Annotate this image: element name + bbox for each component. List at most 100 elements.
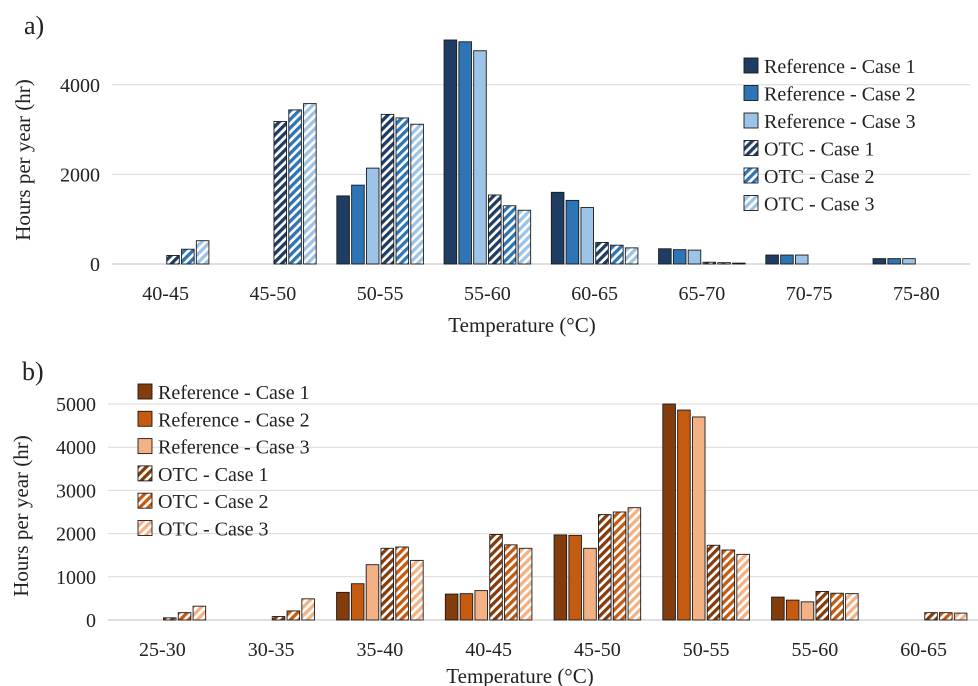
panel-b-bar: [691, 416, 706, 621]
panel-b-x-tick-label: 50-55: [683, 639, 730, 661]
panel-b-bar: [583, 547, 597, 621]
panel-a-bar: [624, 247, 639, 265]
panel-a-bar: [365, 167, 380, 265]
panel-b-legend-label: OTC - Case 3: [158, 519, 269, 541]
panel-b-legend-swatch: [137, 438, 153, 455]
panel-b-bar: [518, 547, 533, 621]
panel-b-bar: [662, 403, 676, 621]
panel-b-x-tick-label: 25-30: [139, 639, 186, 661]
panel-b-legend-swatch: [137, 492, 153, 509]
panel-b-bar: [459, 593, 474, 621]
panel-b-bar: [706, 544, 721, 621]
panel-b-bar: [612, 511, 627, 621]
panel-b-legend-swatch: [137, 410, 153, 427]
panel-a-bar: [517, 209, 532, 265]
panel-b-bar: [953, 612, 968, 621]
panel-a-bar: [595, 242, 609, 265]
panel-b-y-tick-label: 5000: [56, 394, 96, 416]
panel-a-bar: [780, 254, 794, 265]
panel-b-bar: [380, 547, 395, 621]
chart-panel-a: a) Hours per year (hr) Temperature (°C) …: [11, 11, 970, 337]
panel-a-bar: [687, 249, 702, 265]
panel-b-bar: [598, 514, 612, 621]
panel-b-bar: [785, 599, 800, 621]
panel-a-bar: [565, 199, 580, 265]
panel-b-y-tick-label: 3000: [56, 480, 96, 502]
panel-b-legend: Reference - Case 1 Reference - Case 2 Refe…: [137, 382, 310, 541]
panel-b-bar: [444, 593, 459, 621]
panel-b-x-tick-label: 35-40: [357, 639, 404, 661]
panel-b-bar: [736, 553, 750, 621]
panel-b-x-tick-label: 60-65: [900, 639, 947, 661]
panel-b-bar: [830, 592, 844, 621]
panel-b-bar: [504, 544, 518, 621]
panel-a-x-tick-label: 40-45: [142, 283, 189, 305]
panel-b-y-tick-label: 1000: [56, 567, 96, 589]
panel-a-x-tick-label: 45-50: [250, 283, 297, 305]
panel-a-bar: [672, 249, 687, 265]
panel-b-legend-swatch: [137, 383, 153, 400]
panel-b-bar: [474, 590, 488, 621]
panel-b-bar: [627, 507, 642, 621]
panel-a-legend-label: OTC - Case 2: [764, 166, 875, 188]
panel-a-bar: [765, 254, 779, 265]
panel-a-legend-label: Reference - Case 3: [764, 111, 916, 133]
panel-b-legend-label: Reference - Case 1: [158, 382, 310, 404]
panel-a-bar: [502, 205, 517, 265]
panel-b-bar: [721, 549, 736, 621]
panel-a-legend-label: OTC - Case 3: [764, 194, 875, 216]
panel-b-y-axis-title: Hours per year (hr): [9, 435, 33, 597]
panel-b-bar: [410, 559, 424, 621]
panel-a-bar: [580, 207, 594, 265]
panel-b-bar: [771, 596, 785, 621]
panel-a-y-tick-label: 4000: [60, 75, 100, 97]
panel-a-x-tick-label: 65-70: [679, 283, 726, 305]
panel-b-bar: [271, 616, 286, 621]
panel-b-legend-label: Reference - Case 3: [158, 437, 310, 459]
panel-a-y-tick-label: 2000: [60, 164, 100, 186]
panel-a-bar: [380, 113, 395, 265]
panel-b-legend-label: OTC - Case 1: [158, 464, 269, 486]
panel-a-y-axis-title: Hours per year (hr): [11, 79, 35, 241]
panel-a-bar: [443, 39, 458, 265]
panel-a-x-tick-label: 55-60: [464, 283, 511, 305]
panel-a-bar: [303, 103, 317, 265]
panel-b-bar: [939, 612, 953, 621]
panel-a-x-tick-label: 50-55: [357, 283, 404, 305]
panel-a-bar: [458, 41, 472, 265]
panel-a-bar: [902, 258, 916, 265]
panel-a-legend-label: Reference - Case 1: [764, 56, 916, 78]
panel-b-bar: [677, 409, 691, 621]
panel-a-legend-label: Reference - Case 2: [764, 84, 916, 106]
panel-b-plot-area: 0 1000 2000 3000 4000 5000 25-30 30-35 35-40 40-4…: [56, 394, 978, 661]
panel-b-bar: [192, 605, 207, 621]
panel-b-bar: [800, 601, 815, 621]
panel-a-bar: [288, 109, 302, 265]
panel-b-x-tick-label: 45-50: [574, 639, 621, 661]
panel-a-legend-swatch: [743, 57, 759, 74]
panel-a-x-axis-title: Temperature (°C): [448, 313, 595, 337]
panel-b-bar: [286, 610, 301, 621]
panel-a-legend-swatch: [743, 85, 759, 101]
panel-b-y-tick-label: 2000: [56, 524, 96, 546]
panel-b-bar: [489, 534, 503, 621]
panel-a-bar: [550, 191, 565, 265]
panel-b-bar: [553, 534, 568, 621]
panel-a-bar: [732, 262, 746, 265]
panel-a-bar: [395, 117, 410, 265]
panel-a-bar: [717, 262, 731, 265]
panel-a-bar: [794, 254, 809, 265]
panel-a-legend-swatch: [743, 140, 759, 156]
panel-b-bar: [924, 612, 938, 621]
panel-b-bar: [395, 546, 409, 621]
panel-b-bar: [365, 564, 380, 621]
panel-b-x-tick-label: 40-45: [465, 639, 512, 661]
panel-b-label: b): [22, 357, 44, 386]
panel-b-bar: [350, 583, 365, 621]
panel-b-x-tick-label: 30-35: [248, 639, 295, 661]
panel-b-x-tick-label: 55-60: [792, 639, 839, 661]
panel-a-bar: [410, 123, 424, 265]
panel-a-bar: [488, 194, 502, 265]
panel-a-bar: [351, 184, 365, 265]
